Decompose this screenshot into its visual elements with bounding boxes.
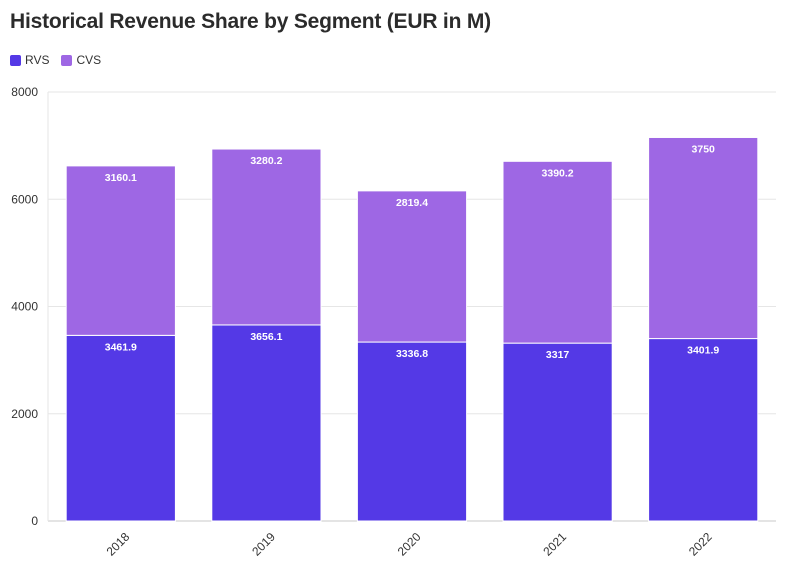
- x-tick-label-2019: 2019: [249, 530, 278, 559]
- bar-rvs-2019[interactable]: [211, 324, 322, 522]
- bar-cvs-2019[interactable]: [211, 148, 322, 326]
- data-label-cvs-2022: 3750: [692, 143, 716, 155]
- data-label-rvs-2019: 3656.1: [250, 331, 282, 343]
- bar-rvs-2021[interactable]: [502, 342, 613, 522]
- y-tick-label-6000: 6000: [11, 192, 38, 206]
- bar-cvs-2022[interactable]: [648, 136, 759, 340]
- legend-label-cvs: CVS: [76, 53, 102, 67]
- data-label-cvs-2021: 3390.2: [542, 167, 574, 179]
- bar-rvs-2018[interactable]: [65, 334, 176, 522]
- legend-label-rvs: RVS: [25, 53, 50, 67]
- data-label-cvs-2020: 2819.4: [396, 197, 428, 209]
- y-tick-label-2000: 2000: [11, 407, 38, 421]
- legend-item-cvs[interactable]: CVS: [61, 53, 101, 67]
- x-tick-label-2020: 2020: [395, 530, 424, 559]
- y-tick-label-0: 0: [31, 514, 38, 528]
- y-tick-label-4000: 4000: [11, 300, 38, 314]
- data-label-rvs-2020: 3336.8: [396, 348, 428, 360]
- bar-cvs-2020[interactable]: [356, 190, 468, 343]
- data-label-rvs-2018: 3461.9: [105, 341, 137, 353]
- x-tick-label-2022: 2022: [686, 530, 715, 559]
- data-label-cvs-2018: 3160.1: [105, 172, 137, 184]
- bar-rvs-2022[interactable]: [648, 338, 759, 522]
- chart-title: Historical Revenue Share by Segment (EUR…: [10, 10, 491, 33]
- data-label-rvs-2021: 3317: [546, 349, 570, 361]
- x-tick-label-2018: 2018: [104, 530, 133, 559]
- bar-rvs-2020[interactable]: [356, 341, 468, 522]
- bar-cvs-2018[interactable]: [65, 165, 176, 336]
- x-tick-label-2021: 2021: [540, 530, 569, 559]
- legend-swatch-cvs: [61, 54, 73, 66]
- y-tick-label-8000: 8000: [11, 85, 38, 99]
- legend-item-rvs[interactable]: RVS: [10, 53, 49, 67]
- legend: RVS CVS: [10, 53, 113, 67]
- data-label-cvs-2019: 3280.2: [250, 155, 282, 167]
- data-label-rvs-2022: 3401.9: [687, 345, 719, 357]
- legend-swatch-rvs: [10, 54, 21, 66]
- bar-cvs-2021[interactable]: [502, 160, 613, 344]
